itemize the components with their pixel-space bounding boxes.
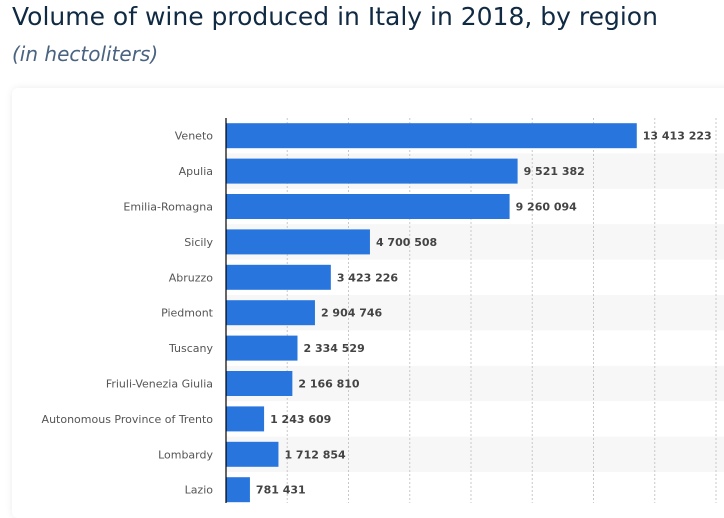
bar — [226, 264, 331, 290]
category-label: Autonomous Province of Trento — [42, 413, 214, 426]
bar-chart: Veneto 13 413 223 Apulia 9 521 382 Emilia-Ro… — [41, 118, 724, 503]
category-label: Apulia — [179, 165, 213, 178]
data-label: 9 521 382 — [524, 165, 585, 178]
data-label: 2 904 746 — [321, 307, 383, 320]
row-stripe — [226, 365, 724, 402]
data-label: 4 700 508 — [376, 236, 437, 249]
bar — [226, 441, 279, 467]
chart-subtitle: (in hectoliters) — [12, 42, 159, 66]
data-label: 2 166 810 — [298, 378, 360, 391]
category-label: Piedmont — [161, 307, 214, 320]
data-label: 1 243 609 — [270, 413, 331, 426]
category-label: Sicily — [184, 236, 213, 249]
data-label: 3 423 226 — [337, 271, 399, 284]
row-stripe — [226, 436, 724, 472]
bar — [226, 123, 637, 149]
category-label: Tuscany — [168, 342, 214, 355]
bar — [226, 477, 250, 503]
category-label: Lazio — [185, 484, 214, 497]
category-label: Emilia-Romagna — [123, 201, 213, 214]
data-label: 781 431 — [256, 484, 306, 497]
bar — [226, 300, 315, 326]
category-label: Abruzzo — [169, 271, 214, 284]
category-label: Lombardy — [158, 448, 213, 461]
category-label: Friuli-Venezia Giulia — [106, 378, 213, 391]
bar — [226, 406, 265, 432]
data-label: 1 712 854 — [284, 448, 346, 461]
category-label: Veneto — [175, 130, 213, 143]
bar — [226, 229, 370, 255]
bar — [226, 194, 510, 219]
data-label: 2 334 529 — [303, 342, 364, 355]
data-label: 13 413 223 — [643, 130, 712, 143]
bar — [226, 371, 293, 396]
bar — [226, 158, 518, 184]
chart-title: Volume of wine produced in Italy in 2018… — [12, 2, 658, 31]
data-label: 9 260 094 — [516, 201, 578, 214]
bar — [226, 335, 298, 361]
